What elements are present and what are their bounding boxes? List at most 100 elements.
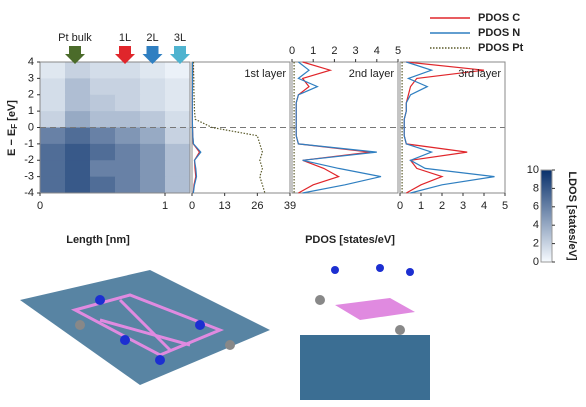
x-tick-label: 26: [251, 200, 263, 212]
heatmap-cell: [165, 160, 191, 177]
colorbar-tick-label: 2: [533, 238, 539, 250]
heatmap-cell: [90, 95, 116, 112]
heatmap-cell: [115, 78, 141, 95]
heatmap-cell: [115, 111, 141, 128]
heatmap-cell: [165, 62, 191, 79]
x-tick-label: 0: [189, 200, 195, 212]
heatmap-cell: [40, 160, 66, 177]
atom-n: [376, 264, 384, 272]
heatmap-cell: [65, 177, 91, 194]
heatmap-cell: [90, 111, 116, 128]
marker-label: 1L: [119, 32, 131, 44]
heatmap-cell: [140, 62, 166, 79]
x-tick-label: 5: [395, 45, 401, 57]
y-tick-label: 0: [28, 121, 34, 133]
heatmap-cell: [65, 144, 91, 161]
y-label-sub: F: [10, 124, 19, 129]
marker-label: 2L: [146, 32, 158, 44]
atom-c: [75, 320, 85, 330]
panel-title: 1st layer: [244, 68, 286, 80]
x-tick-label: 5: [502, 200, 508, 212]
marker-label: 3L: [174, 32, 186, 44]
heatmap-cell: [40, 111, 66, 128]
y-label-main: E − E: [6, 129, 18, 156]
marker-arrow: [143, 46, 163, 64]
heatmap-cell: [165, 128, 191, 145]
y-tick-label: 2: [28, 89, 34, 101]
x-tick-label: 3: [353, 45, 359, 57]
heatmap-cell: [140, 160, 166, 177]
x-tick-label: 13: [219, 200, 231, 212]
heatmap-cell: [115, 160, 141, 177]
y-tick-label: -4: [24, 187, 34, 199]
heatmap-cell: [165, 177, 191, 194]
heatmap-cell: [165, 78, 191, 95]
heatmap-cell: [140, 128, 166, 145]
x-tick-label: 1: [418, 200, 424, 212]
atom-n: [406, 268, 414, 276]
heatmap-cell: [40, 144, 66, 161]
x-tick-label: 1: [162, 200, 168, 212]
legend-label: PDOS C: [478, 12, 520, 24]
heatmap-cell: [65, 160, 91, 177]
atom-n: [331, 266, 339, 274]
colorbar-tick-label: 4: [533, 219, 539, 231]
heatmap-cell: [40, 177, 66, 194]
x-tick-label: 1: [310, 45, 316, 57]
y-tick-label: -2: [24, 154, 34, 166]
heatmap-cell: [90, 128, 116, 145]
colorbar-tick-label: 10: [527, 164, 539, 176]
x-tick-label: 0: [37, 200, 43, 212]
x-tick-label: 39: [284, 200, 296, 212]
heatmap-cell: [115, 128, 141, 145]
heatmap-cell: [65, 62, 91, 79]
colorbar-tick-label: 8: [533, 182, 539, 194]
x-tick-label: 4: [374, 45, 380, 57]
x-axis-label: Length [nm]: [66, 234, 130, 246]
heatmap-cell: [165, 95, 191, 112]
structure-top-view: [20, 270, 270, 385]
y-label-unit: [eV]: [6, 100, 18, 121]
heatmap-cell: [90, 62, 116, 79]
heatmap-cell: [115, 95, 141, 112]
y-tick-label: -1: [24, 138, 34, 150]
heatmap-cell: [90, 160, 116, 177]
heatmap-cell: [140, 95, 166, 112]
heatmap-cell: [90, 144, 116, 161]
pt-slab: [20, 270, 270, 385]
heatmap-cell: [40, 78, 66, 95]
heatmap-cell: [65, 111, 91, 128]
x-tick-label: 4: [481, 200, 487, 212]
heatmap-cell: [165, 144, 191, 161]
heatmap-cell: [90, 177, 116, 194]
atom-n: [155, 355, 165, 365]
y-tick-label: 4: [28, 56, 34, 68]
pt-slab: [300, 335, 430, 400]
atom-n: [95, 295, 105, 305]
marker-arrow: [115, 46, 135, 64]
marker-label: Pt bulk: [58, 32, 92, 44]
heatmap-cell: [90, 78, 116, 95]
heatmap-cell: [140, 78, 166, 95]
structure-side-view: [300, 264, 430, 400]
y-tick-label: -3: [24, 171, 34, 183]
panel-title: 3rd layer: [458, 68, 501, 80]
heatmap-cell: [65, 78, 91, 95]
y-tick-label: 1: [28, 105, 34, 117]
legend-label: PDOS Pt: [478, 42, 524, 54]
heatmap-cell: [140, 111, 166, 128]
heatmap-cell: [115, 62, 141, 79]
heatmap-cell: [115, 144, 141, 161]
colorbar-tick-label: 0: [533, 256, 539, 268]
colorbar-tick-label: 6: [533, 201, 539, 213]
x-tick-label: 0: [289, 45, 295, 57]
y-tick-label: 3: [28, 72, 34, 84]
panel-title: 2nd layer: [349, 68, 395, 80]
marker-arrow: [65, 46, 85, 64]
marker-arrow: [170, 46, 190, 64]
atom-c: [225, 340, 235, 350]
x-tick-label: 3: [460, 200, 466, 212]
legend-label: PDOS N: [478, 27, 520, 39]
figure: 43210-1-2-3-401Length [nm]E − EF[eV]Pt b…: [0, 0, 586, 407]
colorbar: [541, 170, 552, 262]
